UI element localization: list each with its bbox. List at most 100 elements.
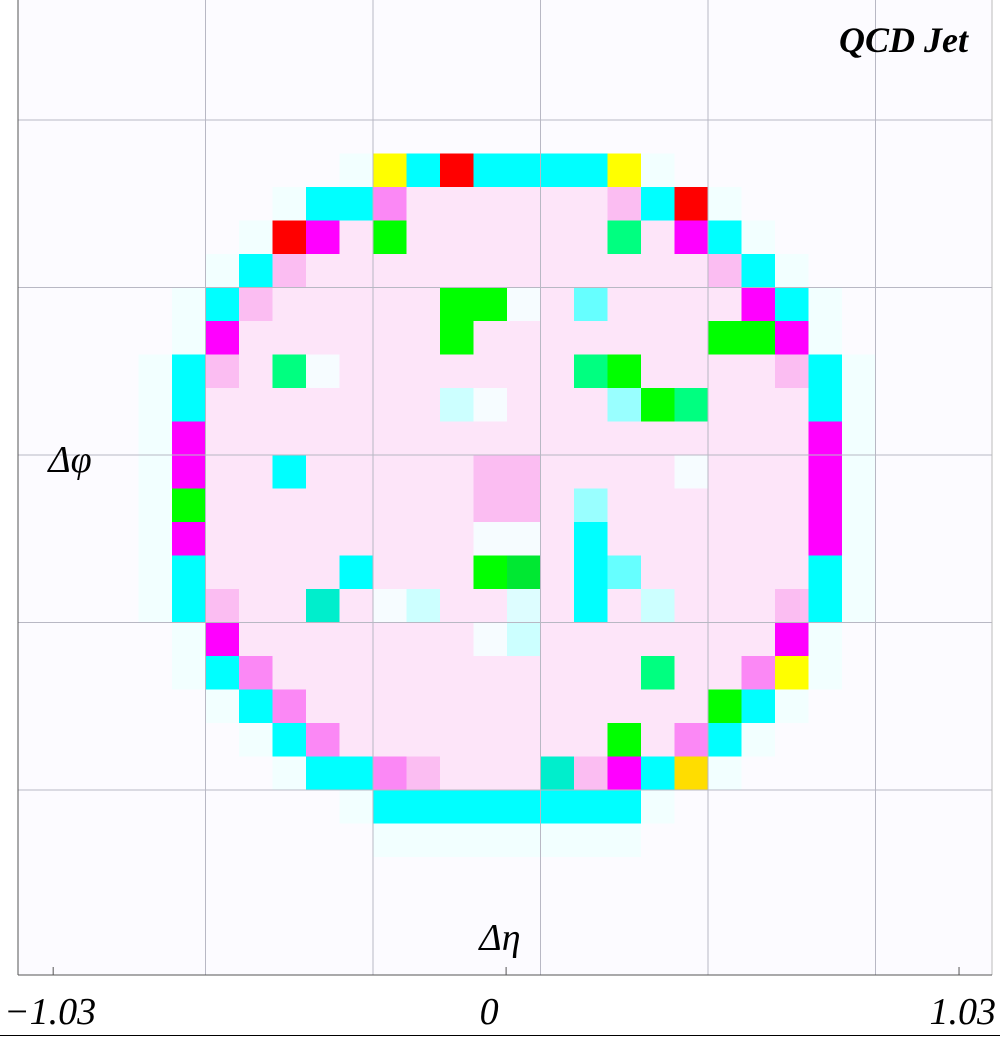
cell — [607, 153, 642, 188]
cell — [540, 857, 575, 891]
cell — [607, 321, 642, 355]
cell — [172, 388, 206, 422]
cell — [574, 790, 608, 824]
cell — [239, 421, 273, 456]
cell — [708, 287, 742, 322]
cell — [741, 287, 776, 322]
cell — [507, 220, 541, 255]
cell — [71, 220, 106, 255]
cell — [909, 287, 943, 322]
cell — [674, 321, 709, 355]
cell — [942, 823, 977, 858]
cell — [875, 555, 910, 590]
cell — [406, 388, 441, 422]
cell — [708, 153, 742, 188]
cell — [440, 19, 474, 54]
cell — [909, 790, 943, 824]
cell — [641, 19, 675, 54]
cell — [942, 589, 977, 623]
cell — [239, 488, 273, 523]
cell — [339, 86, 374, 121]
cell — [507, 656, 541, 690]
x-tick-label: 1.03 — [930, 991, 997, 1033]
cell — [71, 555, 106, 590]
cell — [473, 287, 508, 322]
cell — [440, 924, 474, 958]
cell — [38, 790, 72, 824]
cell — [674, 823, 709, 858]
cell — [909, 153, 943, 188]
cell — [909, 924, 943, 958]
cell — [540, 890, 575, 925]
cell — [239, 555, 273, 590]
cell — [507, 555, 541, 590]
cell — [373, 354, 407, 389]
cell — [239, 823, 273, 858]
cell — [674, 354, 709, 389]
cell — [373, 187, 407, 221]
cell — [875, 287, 910, 322]
cell — [507, 857, 541, 891]
cell — [38, 354, 72, 389]
cell — [540, 455, 575, 489]
cell — [205, 857, 240, 891]
cell — [138, 924, 173, 958]
cell — [808, 287, 843, 322]
cell — [641, 656, 675, 690]
cell — [239, 321, 273, 355]
cell — [306, 354, 340, 389]
cell — [105, 19, 139, 54]
cell — [138, 522, 173, 556]
cell — [507, 622, 541, 657]
cell — [775, 287, 809, 322]
cell — [373, 589, 407, 623]
cell — [406, 823, 441, 858]
cell — [306, 388, 340, 422]
cell — [909, 120, 943, 154]
cell — [942, 19, 977, 54]
cell — [473, 622, 508, 657]
cell — [674, 187, 709, 221]
cell — [172, 622, 206, 657]
cell — [38, 321, 72, 355]
cell — [875, 488, 910, 523]
cell — [339, 656, 374, 690]
cell — [808, 488, 843, 523]
cell — [306, 689, 340, 724]
cell — [205, 689, 240, 724]
cell — [607, 421, 642, 456]
cell — [708, 555, 742, 590]
cell — [373, 86, 407, 121]
cell — [540, 153, 575, 188]
cell — [272, 19, 307, 54]
cell — [105, 153, 139, 188]
cell — [71, 656, 106, 690]
cell — [71, 689, 106, 724]
cell — [38, 120, 72, 154]
cell — [239, 790, 273, 824]
cell — [38, 19, 72, 54]
cell — [239, 522, 273, 556]
cell — [775, 421, 809, 456]
cell — [105, 388, 139, 422]
cell — [507, 421, 541, 456]
cell — [373, 656, 407, 690]
cell — [842, 455, 876, 489]
cell — [406, 622, 441, 657]
cell — [574, 153, 608, 188]
cell — [172, 19, 206, 54]
cell — [306, 790, 340, 824]
cell — [172, 656, 206, 690]
cell — [406, 455, 441, 489]
cell — [239, 220, 273, 255]
cell — [406, 890, 441, 925]
cell — [741, 890, 776, 925]
cell — [842, 622, 876, 657]
cell — [138, 555, 173, 590]
cell — [306, 220, 340, 255]
cell — [172, 287, 206, 322]
cell — [574, 656, 608, 690]
cell — [808, 220, 843, 255]
cell — [507, 86, 541, 121]
cell — [708, 455, 742, 489]
